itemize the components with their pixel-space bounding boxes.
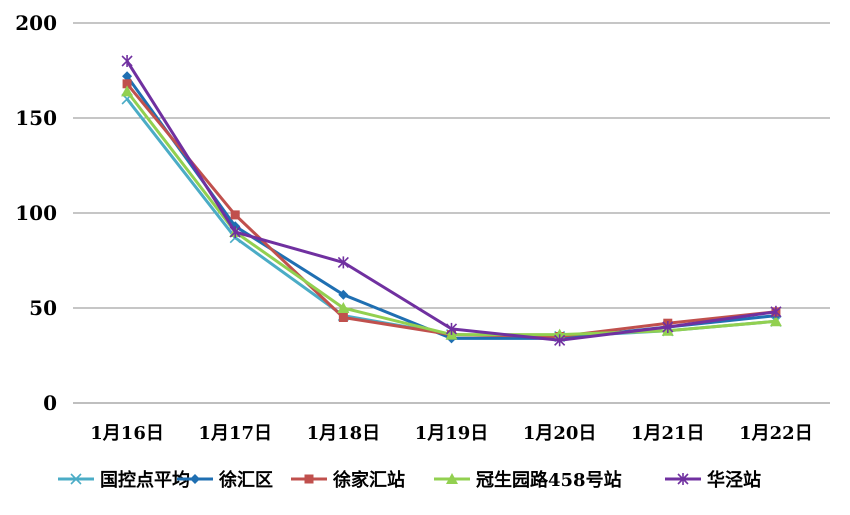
data-point	[122, 79, 132, 89]
y-tick-label: 100	[15, 201, 57, 225]
y-tick-label: 0	[43, 391, 57, 415]
legend-item: 徐家汇站	[291, 469, 405, 491]
legend-swatch-marker	[677, 473, 689, 485]
y-tick-label: 50	[29, 296, 57, 320]
data-point	[445, 322, 458, 335]
y-tick-label: 150	[15, 106, 57, 130]
data-point	[121, 55, 133, 67]
x-tick-label: 1月20日	[523, 423, 597, 444]
legend-swatch-marker	[70, 473, 82, 485]
data-point	[554, 334, 566, 347]
legend-item: 徐汇区	[177, 469, 273, 491]
data-point	[338, 313, 348, 322]
gridlines	[73, 22, 830, 404]
series-line	[125, 75, 777, 340]
x-tick-label: 1月19日	[415, 423, 489, 444]
data-point	[121, 85, 134, 97]
x-tick-label: 1月22日	[739, 423, 813, 444]
x-axis-ticks: 1月16日 1月17日 1月18日 1月19日 1月20日 1月21日 1月22日	[90, 423, 812, 444]
legend-swatch-marker	[190, 474, 200, 484]
series-4	[121, 55, 782, 347]
legend-item: 冠生园路458号站	[434, 469, 622, 491]
data-point	[769, 315, 782, 327]
x-tick-label: 1月17日	[198, 423, 272, 444]
data-point	[337, 256, 349, 269]
x-tick-label: 1月16日	[90, 423, 164, 444]
legend-swatch-marker	[304, 474, 314, 484]
legend-label: 国控点平均	[100, 469, 190, 491]
series-0	[121, 93, 782, 343]
data-point	[662, 321, 674, 333]
legend-item: 国控点平均	[58, 469, 190, 491]
y-axis-ticks: 0 50 100 150 200	[15, 11, 57, 415]
series-lines	[121, 55, 782, 347]
data-point	[229, 226, 241, 238]
data-point	[338, 289, 349, 300]
data-point	[770, 305, 782, 318]
x-tick-label: 1月21日	[631, 423, 705, 444]
legend-swatch-marker	[446, 473, 458, 484]
data-point	[230, 210, 240, 220]
legend-label: 徐汇区	[218, 469, 273, 491]
y-tick-label: 200	[15, 11, 57, 35]
legend-label: 冠生园路458号站	[476, 469, 622, 491]
legend: 国控点平均 徐汇区 徐家汇站 冠生园路458号站 华泾站	[58, 469, 761, 491]
data-point	[337, 302, 350, 313]
legend-label: 华泾站	[707, 469, 761, 491]
x-tick-label: 1月18日	[307, 423, 381, 444]
data-point	[122, 71, 133, 82]
legend-item: 华泾站	[665, 469, 761, 491]
legend-label: 徐家汇站	[332, 469, 405, 491]
